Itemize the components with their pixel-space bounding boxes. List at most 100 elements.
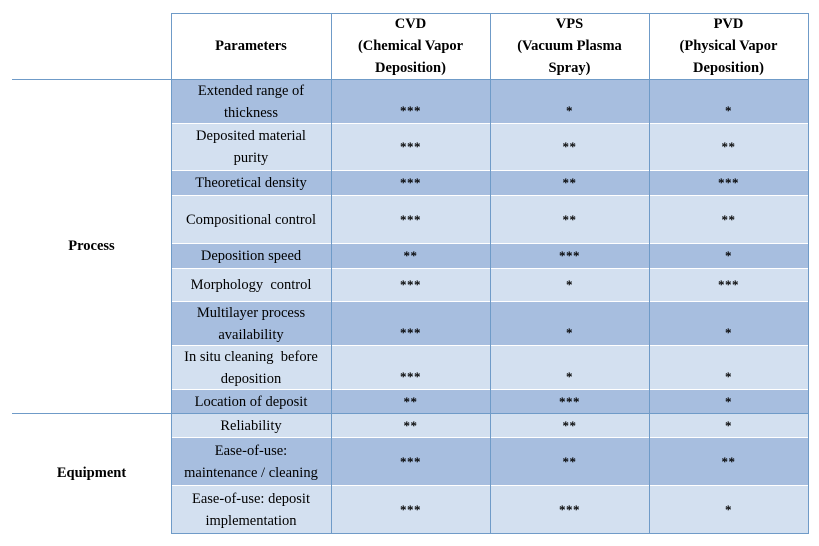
cvd-rating: *** <box>400 369 421 384</box>
cvd-rating: *** <box>400 103 421 118</box>
parameter-line: Reliability <box>220 417 282 434</box>
parameter-line: Multilayer process <box>196 304 306 321</box>
parameter-line: Extended range of <box>197 82 305 99</box>
table-row: Extended range of thickness *** * * <box>171 80 808 123</box>
cvd-rating: *** <box>400 501 421 517</box>
pvd-rating: *** <box>718 175 739 190</box>
parameter-line: maintenance / cleaning <box>184 464 318 481</box>
parameter-cell: Extended range of thickness <box>171 80 331 123</box>
vps-rating: ** <box>562 417 577 433</box>
header-vps-line: Spray) <box>548 60 591 76</box>
pvd-rating: * <box>725 325 732 340</box>
header-parameters: Parameters <box>171 13 331 79</box>
parameter-cell: Location of deposit <box>171 390 331 413</box>
vps-rating: ** <box>562 175 577 190</box>
parameter-cell: Ease-of-use: deposit implementation <box>171 486 331 533</box>
parameter-line: thickness <box>224 104 278 121</box>
pvd-rating: ** <box>721 139 736 154</box>
parameter-cell: Theoretical density <box>171 171 331 195</box>
group-label-process: Process <box>12 80 171 413</box>
header-vps-line: VPS <box>555 16 584 32</box>
parameter-line: implementation <box>205 512 297 529</box>
header-cvd-line: Deposition) <box>375 60 446 76</box>
parameter-line: Compositional control <box>185 211 317 228</box>
parameter-cell: Multilayer process availability <box>171 302 331 345</box>
cvd-rating: ** <box>403 417 418 433</box>
parameter-line: Ease-of-use: deposit <box>192 490 310 507</box>
header-pvd-line: Deposition) <box>693 60 764 76</box>
vps-rating: * <box>566 369 573 384</box>
cvd-rating: *** <box>400 325 421 340</box>
table-row: Reliability ** ** * <box>171 414 808 437</box>
parameter-cell: Ease-of-use: maintenance / cleaning <box>171 438 331 485</box>
pvd-rating: * <box>725 501 732 517</box>
table-row: Deposition speed ** *** * <box>171 244 808 268</box>
table-row: In situ cleaning before deposition *** * … <box>171 346 808 389</box>
column-divider <box>171 13 172 533</box>
table-row: Multilayer process availability *** * * <box>171 302 808 345</box>
pvd-rating: *** <box>718 277 739 292</box>
cvd-rating: ** <box>403 248 418 263</box>
parameter-line: Ease-of-use: <box>214 442 288 459</box>
vps-rating: ** <box>562 139 577 154</box>
cvd-rating: *** <box>400 211 421 227</box>
cvd-rating: *** <box>400 453 421 469</box>
pvd-rating: * <box>725 369 732 384</box>
header-cvd-line: (Chemical Vapor <box>357 38 464 54</box>
pvd-rating: * <box>725 103 732 118</box>
parameter-line: Deposition speed <box>200 248 302 264</box>
group-label-text: Equipment <box>56 465 127 481</box>
pvd-rating: ** <box>721 211 736 227</box>
parameter-cell: Reliability <box>171 414 331 437</box>
cvd-rating: *** <box>400 175 421 190</box>
parameter-line: purity <box>233 150 269 166</box>
header-vps-line: (Vacuum Plasma <box>517 38 622 54</box>
vps-rating: ** <box>562 211 577 227</box>
parameter-line: In situ cleaning before <box>184 348 318 365</box>
table-row: Location of deposit ** *** * <box>171 390 808 413</box>
table-top-border <box>171 13 809 14</box>
column-divider <box>490 13 491 533</box>
table-row: Deposited material purity *** ** ** <box>171 124 808 170</box>
header-cvd-line: CVD <box>394 16 427 32</box>
group-divider <box>12 413 809 414</box>
parameter-cell: In situ cleaning before deposition <box>171 346 331 389</box>
vps-rating: * <box>566 325 573 340</box>
column-divider <box>649 13 650 533</box>
header-parameters-label: Parameters <box>215 38 287 54</box>
table-row: Ease-of-use: deposit implementation *** *… <box>171 486 808 533</box>
parameter-line: Deposited material <box>196 128 306 144</box>
vps-rating: *** <box>559 248 580 263</box>
header-pvd-line: PVD <box>713 16 744 32</box>
group-label-equipment: Equipment <box>12 414 171 533</box>
header-cvd: CVD (Chemical Vapor Deposition) <box>331 13 490 79</box>
pvd-rating: ** <box>721 453 736 469</box>
parameter-line: deposition <box>220 370 282 387</box>
header-bottom-border <box>12 79 809 80</box>
table-row: Ease-of-use: maintenance / cleaning *** *… <box>171 438 808 485</box>
table-row: Morphology control *** * *** <box>171 269 808 301</box>
parameter-line: Location of deposit <box>194 393 308 410</box>
pvd-rating: * <box>725 417 732 433</box>
table-bottom-border <box>171 533 809 534</box>
cvd-rating: *** <box>400 277 421 292</box>
parameter-line: Theoretical density <box>195 175 307 191</box>
vps-rating: * <box>566 103 573 118</box>
parameter-cell: Deposited material purity <box>171 124 331 170</box>
cvd-rating: ** <box>403 393 418 409</box>
group-label-text: Process <box>68 238 115 254</box>
column-divider <box>808 13 809 533</box>
vps-rating: ** <box>562 453 577 469</box>
parameter-line: availability <box>218 326 284 343</box>
header-pvd-line: (Physical Vapor <box>679 38 778 54</box>
table-row: Theoretical density *** ** *** <box>171 171 808 195</box>
vps-rating: * <box>566 277 573 292</box>
pvd-rating: * <box>725 393 732 409</box>
header-pvd: PVD (Physical Vapor Deposition) <box>649 13 808 79</box>
column-divider <box>331 13 332 533</box>
vps-rating: *** <box>559 501 580 517</box>
vps-rating: *** <box>559 393 580 409</box>
table-row: Compositional control *** ** ** <box>171 196 808 243</box>
parameter-line: Morphology control <box>190 277 312 293</box>
